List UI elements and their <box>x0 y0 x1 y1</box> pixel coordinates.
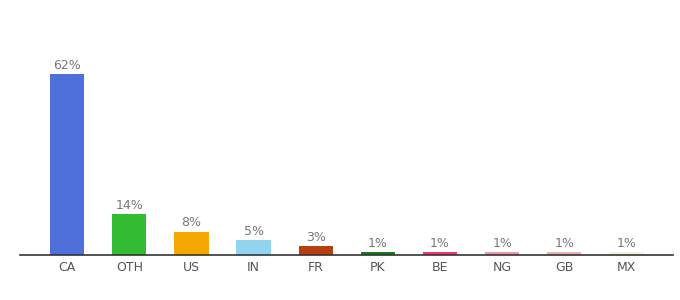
Text: 1%: 1% <box>617 237 636 250</box>
Text: 62%: 62% <box>53 58 81 72</box>
Bar <box>112 214 146 255</box>
Bar <box>299 246 333 255</box>
Text: 14%: 14% <box>116 199 143 212</box>
Bar <box>423 252 457 255</box>
Text: 1%: 1% <box>554 237 574 250</box>
Text: 1%: 1% <box>430 237 450 250</box>
Bar <box>547 252 581 255</box>
Text: 5%: 5% <box>243 225 264 238</box>
Text: 3%: 3% <box>306 231 326 244</box>
Text: 1%: 1% <box>368 237 388 250</box>
Bar <box>174 232 209 255</box>
Bar <box>609 252 643 255</box>
Bar <box>361 252 395 255</box>
Bar <box>50 74 84 255</box>
Bar <box>237 240 271 255</box>
Text: 1%: 1% <box>492 237 512 250</box>
Bar <box>485 252 520 255</box>
Text: 8%: 8% <box>182 216 201 229</box>
